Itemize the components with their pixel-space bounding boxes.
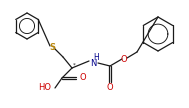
- Text: H: H: [93, 52, 99, 61]
- Text: O: O: [107, 83, 113, 91]
- Text: O: O: [80, 74, 87, 83]
- Text: N: N: [90, 59, 96, 68]
- Text: *: *: [73, 63, 75, 68]
- Text: S: S: [49, 43, 55, 52]
- Text: HO: HO: [38, 83, 51, 92]
- Text: O: O: [121, 55, 127, 64]
